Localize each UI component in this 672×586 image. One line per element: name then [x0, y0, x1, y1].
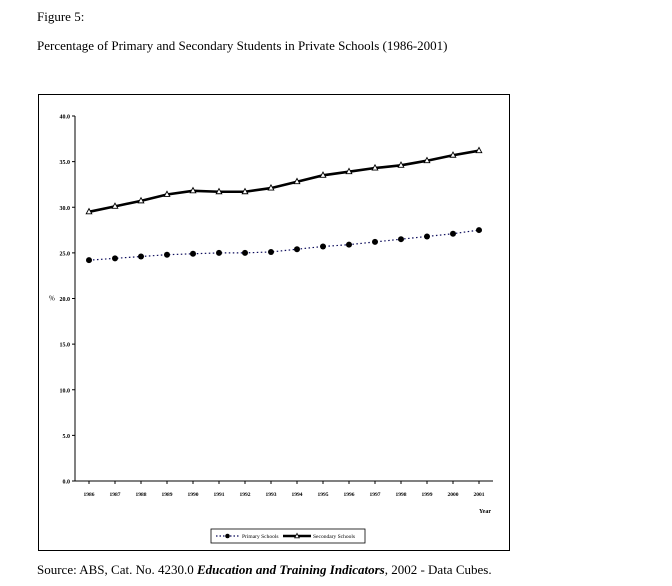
x-tick-label: 1991	[214, 492, 225, 498]
point-secondary	[111, 202, 119, 209]
legend-label-secondary: Secondary Schools	[313, 534, 355, 540]
y-tick-label: 30.0	[60, 206, 71, 212]
series-line-primary	[88, 229, 480, 261]
point-primary	[346, 241, 352, 248]
line-chart: 0.0 5.0 10.0 15.0 20.0 25.0 30.0 35.0 40.0% 1986 1…	[49, 115, 493, 544]
point-primary	[86, 257, 92, 264]
x-tick-label: 1990	[188, 492, 199, 498]
point-secondary	[319, 171, 327, 178]
point-secondary	[371, 163, 379, 171]
x-tick-label: 1999	[422, 492, 433, 498]
y-tick-label: 40.0	[60, 115, 71, 121]
point-secondary	[345, 167, 353, 175]
point-secondary	[397, 161, 405, 168]
legend-label-primary: Primary Schools	[242, 534, 279, 540]
point-secondary	[293, 177, 301, 185]
point-primary	[164, 251, 170, 258]
point-primary	[476, 227, 482, 234]
point-primary	[424, 233, 430, 240]
point-secondary	[449, 151, 457, 158]
figure-label: Figure 5:	[37, 9, 85, 24]
point-secondary	[189, 186, 197, 194]
point-primary	[398, 236, 404, 243]
y-tick-label: 20.0	[60, 297, 71, 303]
y-axis-label: %	[49, 295, 55, 303]
point-secondary	[423, 156, 431, 164]
x-tick-label: 1995	[318, 492, 329, 498]
x-tick-label: 1994	[292, 492, 303, 498]
source-suffix: , 2002 - Data Cubes.	[384, 562, 492, 577]
point-secondary	[215, 187, 223, 195]
point-secondary	[267, 183, 275, 191]
point-secondary	[475, 146, 483, 154]
x-axis-label: Year	[479, 509, 491, 515]
legend-marker-secondary	[294, 532, 300, 539]
x-tick-label: 1996	[344, 492, 355, 498]
x-tick-label: 1997	[370, 492, 381, 498]
legend-marker-primary	[225, 533, 230, 539]
source-publication: Education and Training Indicators	[196, 562, 385, 577]
x-tick-label: 1986	[84, 492, 95, 498]
y-tick-label: 10.0	[60, 388, 71, 394]
point-secondary	[241, 187, 249, 195]
y-tick-label: 5.0	[63, 434, 71, 440]
y-tick-label: 25.0	[60, 251, 71, 257]
y-tick-label: 0.0	[63, 480, 71, 486]
x-tick-label: 2000	[448, 492, 459, 498]
point-primary	[242, 249, 248, 256]
y-tick-label: 15.0	[60, 343, 71, 349]
x-tick-label: 1988	[136, 492, 147, 498]
figure-title: Percentage of Primary and Secondary Stud…	[37, 38, 448, 53]
point-primary	[138, 253, 144, 260]
point-primary	[320, 243, 326, 250]
point-primary	[294, 246, 300, 253]
point-primary	[268, 248, 274, 255]
source-note: Source: ABS, Cat. No. 4230.0 Education a…	[37, 562, 492, 578]
source-prefix: Source: ABS, Cat. No. 4230.0	[37, 562, 194, 577]
x-tick-label: 2001	[474, 492, 485, 498]
x-tick-label: 1998	[396, 492, 407, 498]
x-tick-label: 1989	[162, 492, 173, 498]
point-primary	[216, 249, 222, 256]
chart-frame: 0.0 5.0 10.0 15.0 20.0 25.0 30.0 35.0 40.0% 1986 1…	[38, 94, 510, 551]
point-primary	[372, 238, 378, 245]
point-secondary	[85, 207, 93, 215]
point-secondary	[163, 190, 171, 197]
point-primary	[112, 255, 118, 262]
x-tick-label: 1993	[266, 492, 277, 498]
x-tick-label: 1987	[110, 492, 121, 498]
x-tick-label: 1992	[240, 492, 251, 498]
point-primary	[190, 250, 196, 257]
point-secondary	[137, 196, 145, 204]
y-tick-label: 35.0	[60, 160, 71, 166]
point-primary	[450, 230, 456, 237]
series-line-secondary	[88, 149, 480, 214]
